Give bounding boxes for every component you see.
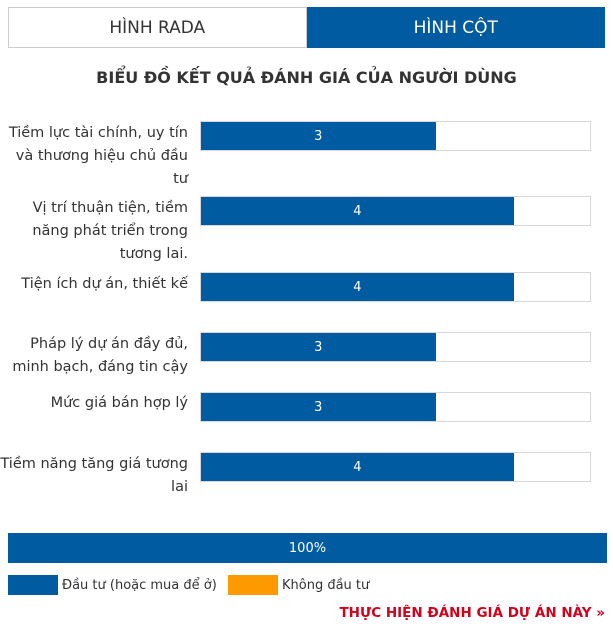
bar-track: 4 <box>200 452 591 482</box>
category-label: Pháp lý dự án đầy đủ, minh bạch, đáng ti… <box>12 336 188 375</box>
bar: 3 <box>201 122 436 150</box>
legend-item-no-invest: Không đầu tư <box>228 574 369 596</box>
category-label: Tiện ích dự án, thiết kế <box>21 276 188 292</box>
category-label: Vị trí thuận tiện, tiềm năng phát triển … <box>32 200 188 262</box>
legend-item-invest: Đầu tư (hoặc mua để ở) <box>8 574 217 596</box>
chart-title: BIỂU ĐỒ KẾT QUẢ ĐÁNH GIÁ CỦA NGƯỜI DÙNG <box>96 68 517 87</box>
category-label: Mức giá bán hợp lý <box>50 395 188 411</box>
bar: 3 <box>201 393 436 421</box>
legend-swatch-invest <box>8 575 58 595</box>
bar-track: 3 <box>200 392 591 422</box>
category-label: Tiềm năng tăng giá tương lai <box>0 456 188 495</box>
bar: 3 <box>201 333 436 361</box>
bar-value-label: 4 <box>353 279 362 295</box>
bar-track: 3 <box>200 332 591 362</box>
bar-value-label: 3 <box>314 399 323 415</box>
tab-radar[interactable]: HÌNH RADA <box>8 7 307 48</box>
bar: 4 <box>201 273 514 301</box>
bar-value-label: 3 <box>314 128 323 144</box>
bar-track: 4 <box>200 272 591 302</box>
bar-value-label: 3 <box>314 339 323 355</box>
legend-swatch-no-invest <box>228 575 278 595</box>
tab-bar[interactable]: HÌNH CỘT <box>306 7 605 48</box>
bar: 4 <box>201 197 514 225</box>
chart-type-tabs: HÌNH RADA HÌNH CỘT <box>8 7 605 48</box>
rate-project-link[interactable]: THỰC HIỆN ĐÁNH GIÁ DỰ ÁN NÀY » <box>339 605 605 621</box>
bar: 4 <box>201 453 514 481</box>
category-label: Tiềm lực tài chính, uy tín và thương hiệ… <box>8 125 188 187</box>
bar-value-label: 4 <box>353 459 362 475</box>
bar-track: 3 <box>200 121 591 151</box>
investment-percent-bar: 100% <box>8 533 607 563</box>
investment-percent-label: 100% <box>288 540 327 556</box>
bar-track: 4 <box>200 196 591 226</box>
bar-value-label: 4 <box>353 203 362 219</box>
legend-label-no-invest: Không đầu tư <box>282 577 370 593</box>
legend-label-invest: Đầu tư (hoặc mua để ở) <box>62 577 217 593</box>
